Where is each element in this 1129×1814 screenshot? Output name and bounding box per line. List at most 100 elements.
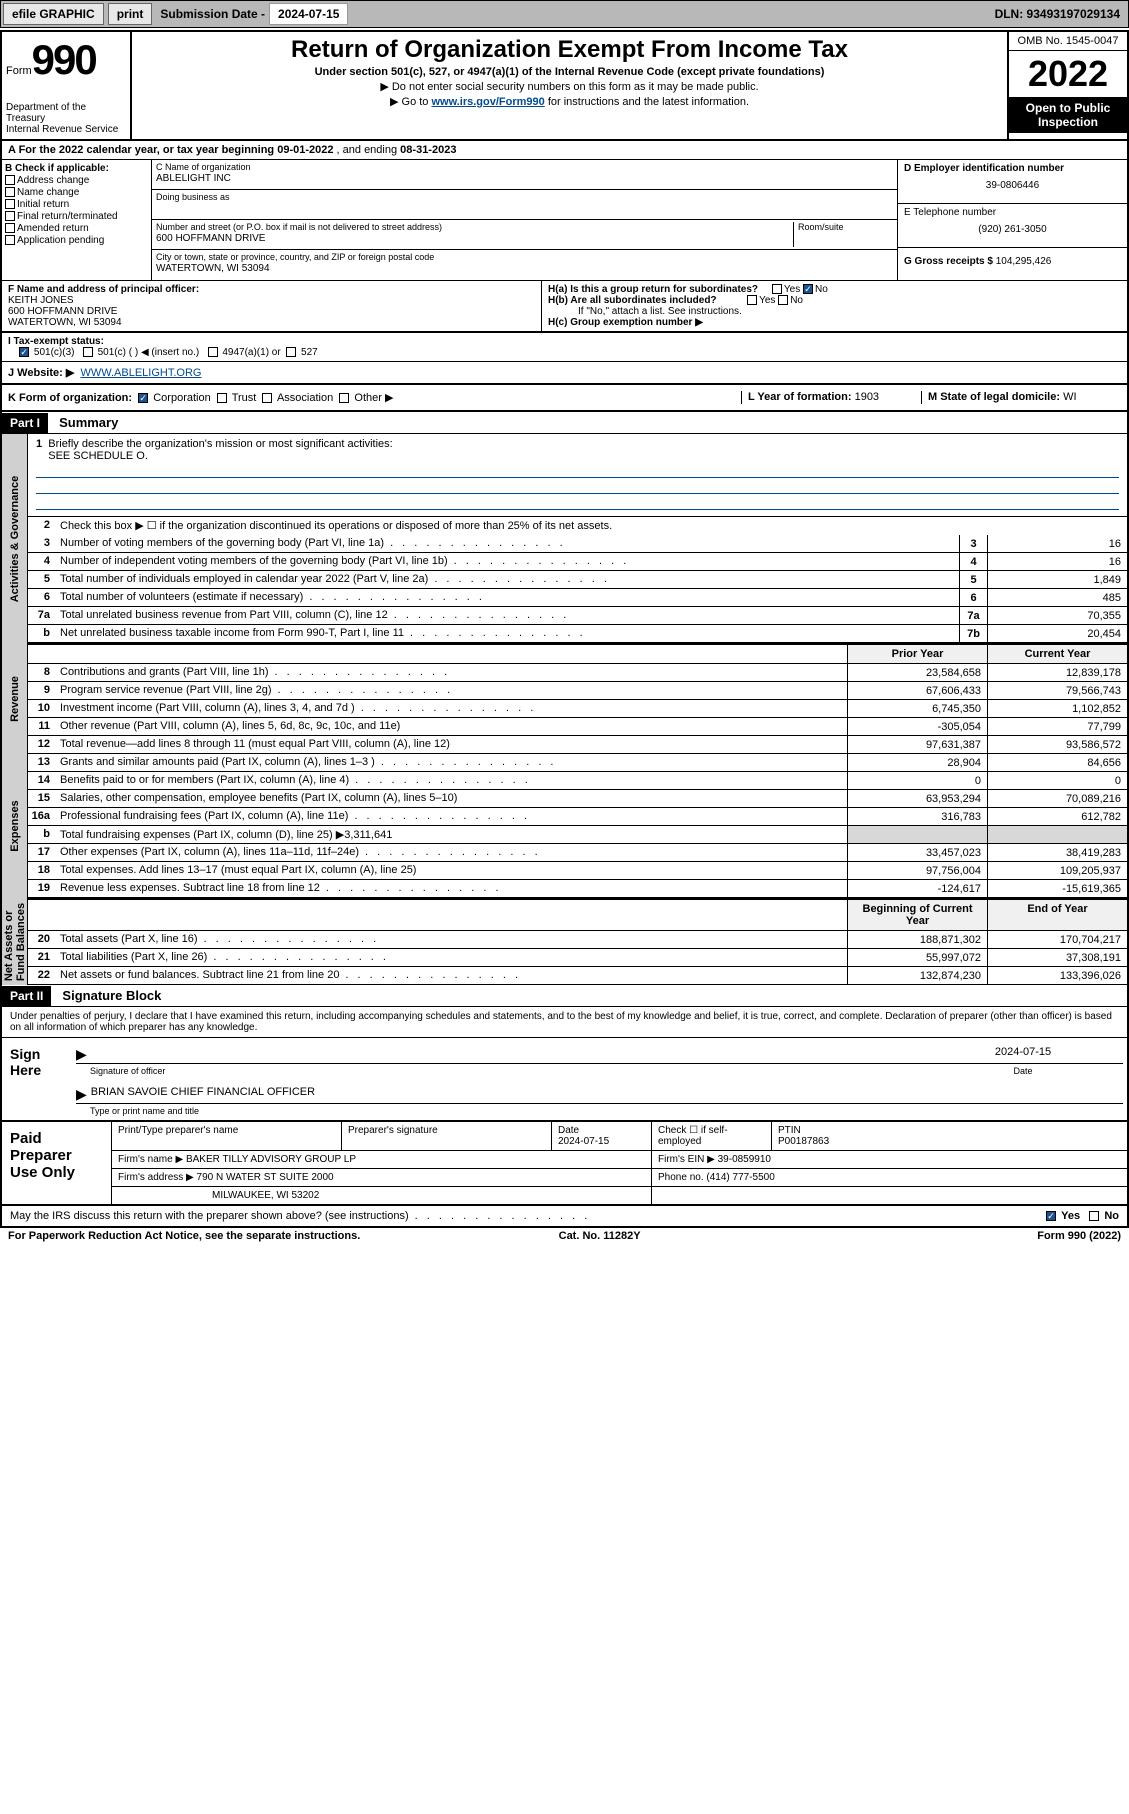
discuss-no-lbl: No [1104, 1210, 1119, 1222]
l20c: 170,704,217 [987, 931, 1127, 948]
officer-csz: WATERTOWN, WI 53094 [8, 317, 122, 328]
officer-addr: 600 HOFFMANN DRIVE [8, 306, 117, 317]
chk-name[interactable] [5, 187, 15, 197]
part1-header: Part I Summary [2, 412, 1127, 434]
open-inspection: Open to Public Inspection [1009, 97, 1127, 133]
form-title: Return of Organization Exempt From Incom… [136, 36, 1003, 64]
l20p: 188,871,302 [847, 931, 987, 948]
tax-status-label: I Tax-exempt status: [8, 336, 104, 347]
box-deg: D Employer identification number 39-0806… [897, 160, 1127, 280]
l17p: 33,457,023 [847, 844, 987, 861]
l7bv: 20,454 [987, 625, 1127, 642]
l17: Other expenses (Part IX, column (A), lin… [56, 844, 847, 861]
hb-no[interactable] [778, 295, 788, 305]
l10c: 1,102,852 [987, 700, 1127, 717]
lbl-amended: Amended return [17, 223, 89, 234]
l9p: 67,606,433 [847, 682, 987, 699]
org-name: ABLELIGHT INC [156, 173, 893, 184]
discuss-yes[interactable] [1046, 1211, 1056, 1221]
lbl-assoc: Association [277, 392, 333, 404]
note2-pre: ▶ Go to [390, 96, 431, 108]
form-container: Form990 Department of the TreasuryIntern… [0, 30, 1129, 1228]
box-h: H(a) Is this a group return for subordin… [542, 281, 1127, 331]
l-label: L Year of formation: [748, 391, 852, 403]
lbl-501c: 501(c) ( ) ◀ (insert no.) [98, 347, 200, 358]
revenue-section: Revenue Prior YearCurrent Year 8Contribu… [2, 643, 1127, 754]
ha-label: H(a) Is this a group return for subordin… [548, 284, 758, 295]
hb-yes[interactable] [747, 295, 757, 305]
chk-other[interactable] [339, 393, 349, 403]
officer-name: KEITH JONES [8, 295, 74, 306]
top-toolbar: efile GRAPHIC print Submission Date - 20… [0, 0, 1129, 28]
officer-typed-name: BRIAN SAVOIE CHIEF FINANCIAL OFFICER [91, 1086, 315, 1103]
l3: Number of voting members of the governin… [56, 535, 959, 552]
dept-treasury: Department of the TreasuryInternal Reven… [6, 102, 126, 135]
chk-initial[interactable] [5, 199, 15, 209]
website-link[interactable]: WWW.ABLELIGHT.ORG [80, 367, 201, 379]
chk-501c3[interactable] [19, 347, 29, 357]
lbl-final: Final return/terminated [17, 211, 118, 222]
chk-assoc[interactable] [262, 393, 272, 403]
sig-date: 2024-07-15 [923, 1046, 1123, 1063]
l13p: 28,904 [847, 754, 987, 771]
chk-trust[interactable] [217, 393, 227, 403]
lbl-other: Other ▶ [354, 392, 393, 404]
l12p: 97,631,387 [847, 736, 987, 753]
officer-label: F Name and address of principal officer: [8, 284, 199, 295]
ha-yes[interactable] [772, 284, 782, 294]
org-label: C Name of organization [156, 162, 893, 172]
hc-label: H(c) Group exemption number ▶ [548, 317, 703, 328]
chk-final[interactable] [5, 211, 15, 221]
lbl-corp: Corporation [153, 392, 210, 404]
box-b-title: B Check if applicable: [5, 163, 109, 174]
ha-no[interactable] [803, 284, 813, 294]
l16b: Total fundraising expenses (Part IX, col… [56, 826, 847, 843]
chk-4947[interactable] [208, 347, 218, 357]
hb-label: H(b) Are all subordinates included? [548, 295, 717, 306]
activities-section: Activities & Governance 1 Briefly descri… [2, 434, 1127, 643]
firm-ein-label: Firm's EIN ▶ [658, 1154, 715, 1165]
discuss-no[interactable] [1089, 1211, 1099, 1221]
firm-ein: 39-0859910 [718, 1154, 771, 1165]
l18: Total expenses. Add lines 13–17 (must eq… [56, 862, 847, 879]
l16ac: 612,782 [987, 808, 1127, 825]
l11p: -305,054 [847, 718, 987, 735]
period-mid: , and ending [337, 144, 401, 156]
print-button[interactable]: print [108, 3, 153, 25]
lbl-pending: Application pending [17, 235, 104, 246]
prep-h5: PTIN [778, 1125, 801, 1136]
chk-pending[interactable] [5, 235, 15, 245]
vlabel-activities: Activities & Governance [2, 434, 28, 643]
sig-intro: Under penalties of perjury, I declare th… [2, 1007, 1127, 1038]
l20: Total assets (Part X, line 16) [56, 931, 847, 948]
irs-link[interactable]: www.irs.gov/Form990 [431, 96, 544, 108]
chk-address[interactable] [5, 175, 15, 185]
gross-val: 104,295,426 [996, 256, 1052, 267]
section-bcdefg: B Check if applicable: Address change Na… [2, 160, 1127, 281]
header-right: OMB No. 1545-0047 2022 Open to Public In… [1007, 32, 1127, 139]
l19c: -15,619,365 [987, 880, 1127, 897]
submission-date: 2024-07-15 [269, 3, 348, 25]
box-klm: K Form of organization: Corporation Trus… [2, 385, 1127, 412]
box-l: L Year of formation: 1903 [741, 391, 921, 404]
form-subtitle: Under section 501(c), 527, or 4947(a)(1)… [136, 66, 1003, 78]
box-c: C Name of organization ABLELIGHT INC Doi… [152, 160, 897, 280]
form-number: 990 [32, 36, 96, 83]
l18p: 97,756,004 [847, 862, 987, 879]
l12c: 93,586,572 [987, 736, 1127, 753]
chk-amended[interactable] [5, 223, 15, 233]
hdr-begin: Beginning of Current Year [847, 900, 987, 930]
line-1: 1 Briefly describe the organization's mi… [28, 434, 1127, 517]
preparer-block: Paid Preparer Use Only Print/Type prepar… [2, 1122, 1127, 1206]
chk-527[interactable] [286, 347, 296, 357]
vlabel-net: Net Assets orFund Balances [2, 898, 28, 985]
tax-period: A For the 2022 calendar year, or tax yea… [2, 141, 1127, 160]
firm-phone-label: Phone no. [658, 1172, 704, 1183]
phone-label: E Telephone number [904, 207, 996, 218]
dln: DLN: 93493197029134 [995, 7, 1126, 21]
efile-button[interactable]: efile GRAPHIC [3, 3, 104, 25]
chk-501c[interactable] [83, 347, 93, 357]
l17c: 38,419,283 [987, 844, 1127, 861]
chk-corp[interactable] [138, 393, 148, 403]
k-label: K Form of organization: [8, 392, 132, 404]
